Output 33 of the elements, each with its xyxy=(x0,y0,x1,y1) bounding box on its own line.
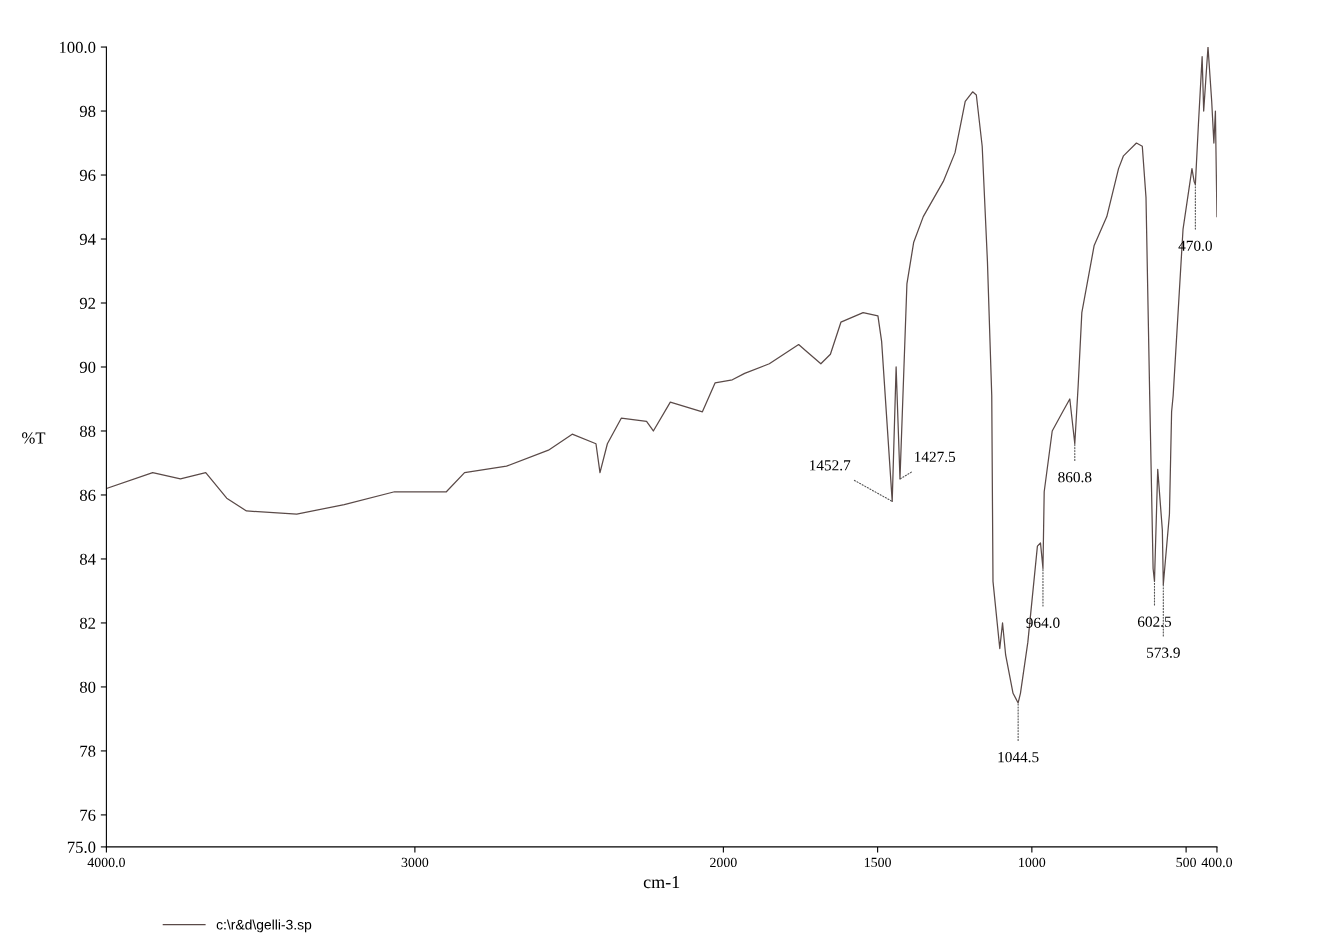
y-tick-label: 75.0 xyxy=(67,841,96,853)
annotation: 1044.5 xyxy=(998,752,1039,763)
annotation: 964.0 xyxy=(1026,617,1060,628)
annotation: 573.9 xyxy=(1147,647,1180,658)
y-tick-label: 88 xyxy=(79,425,96,437)
y-tick-label: 100.0 xyxy=(59,41,96,54)
y-tick-label: 76 xyxy=(80,809,96,821)
x-tick-label: 3000 xyxy=(401,857,429,868)
x-tick-label: 2000 xyxy=(710,857,737,868)
y-axis-title: %T xyxy=(22,432,46,444)
legend-label: c:\r&d\gelli-3.sp xyxy=(216,919,312,933)
annotation: 602.5 xyxy=(1137,616,1172,627)
x-tick-label: 500 xyxy=(1176,857,1196,868)
line-series xyxy=(106,47,1217,704)
x-axis-title: cm-1 xyxy=(643,876,680,889)
y-tick-label: 80 xyxy=(79,681,96,693)
y-tick-label: 82 xyxy=(79,617,96,629)
y-tick-label: 92 xyxy=(79,297,96,309)
x-tick-label: 1500 xyxy=(864,857,891,868)
x-tick-label: 4000.0 xyxy=(87,857,125,868)
annotation: 1452.7 xyxy=(810,460,851,471)
y-tick-label: 86 xyxy=(79,489,96,501)
y-tick-label: 90 xyxy=(79,361,96,373)
y-tick-label: 84 xyxy=(79,553,96,565)
annotation: 860.8 xyxy=(1058,472,1092,483)
y-tick-label: 78 xyxy=(80,745,96,757)
y-tick-label: 96 xyxy=(79,169,96,181)
x-tick-label: 400.0 xyxy=(1201,857,1233,868)
x-tick-label: 1000 xyxy=(1019,857,1046,868)
y-tick-label: 98 xyxy=(79,105,96,117)
annotation: 1427.5 xyxy=(915,451,956,463)
annotation: 470.0 xyxy=(1178,240,1212,252)
y-tick-label: 94 xyxy=(79,233,96,245)
